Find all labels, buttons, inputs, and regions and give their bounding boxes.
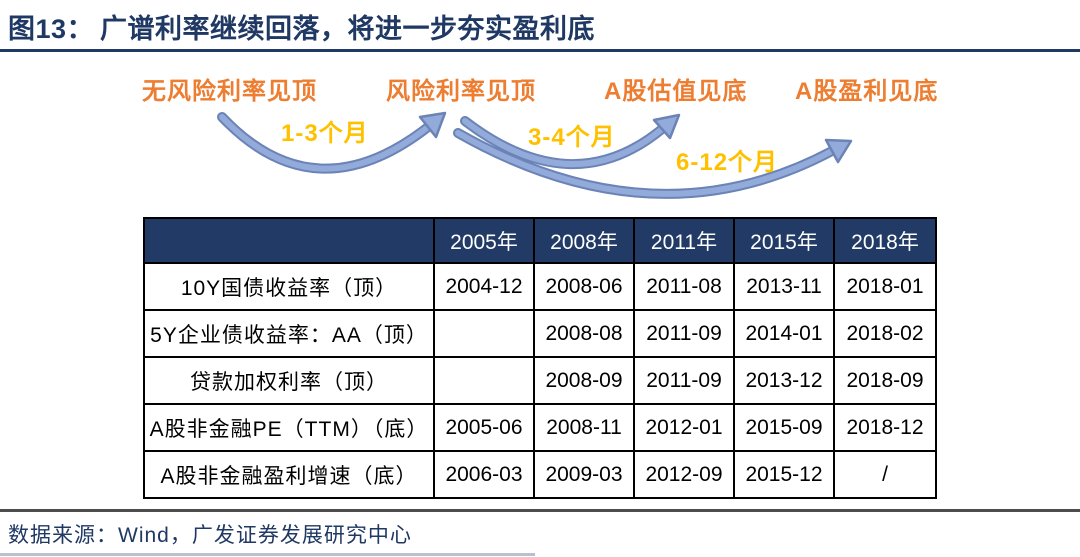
table-cell: 2011-08 [633,262,735,311]
figure-number: 图13： [8,14,95,44]
header-cell-2005: 2005年 [433,217,535,264]
data-source-label: 数据来源： [8,524,118,547]
header-cell-2011: 2011年 [633,217,735,264]
table-cell: 2018-02 [833,309,937,358]
footer-divider [0,509,1080,512]
data-source-line: 数据来源：Wind，广发证券发展研究中心 [8,519,412,549]
header-cell-2018: 2018年 [833,217,937,264]
arrow-label-3-4-months: 3-4个月 [528,124,616,151]
header-cell-2008: 2008年 [533,217,635,264]
rate-cycle-table: 2005年 2008年 2011年 2015年 2018年 10Y国债收益率（顶… [143,217,937,499]
table-cell: 2018-01 [833,262,937,311]
table-row: 10Y国债收益率（顶） 2004-12 2008-06 2011-08 2013… [143,262,937,311]
table-row: 5Y企业债收益率：AA（顶） 2008-08 2011-09 2014-01 2… [143,309,937,358]
curved-arrow-1 [217,111,447,174]
table-cell: 2011-09 [633,309,735,358]
row-label-a-share-earnings-growth: A股非金融盈利增速（底） [143,450,435,499]
table-cell: 2012-01 [633,403,735,452]
table-row: A股非金融PE（TTM）（底） 2005-06 2008-11 2012-01 … [143,403,937,452]
table-cell: 2013-12 [733,356,835,405]
table-cell: 2009-03 [533,450,635,499]
node-risk-rate-peak: 风险利率见顶 [386,78,536,105]
table-cell: 2008-06 [533,262,635,311]
header-cell-empty [143,217,435,264]
table-cell: 2012-09 [633,450,735,499]
cropped-content-artifact [0,553,535,556]
figure-title-text: 广谱利率继续回落，将进一步夯实盈利底 [100,14,596,44]
curved-arrow-2 [460,113,681,169]
curved-arrow-3 [453,128,853,199]
node-a-share-earnings-bottom: A股盈利见底 [795,78,939,105]
table-cell: 2014-01 [733,309,835,358]
table-row: A股非金融盈利增速（底） 2006-03 2009-03 2012-09 201… [143,450,937,499]
arrowhead-1-icon [418,111,447,139]
table-cell: / [833,450,937,499]
table-cell: 2008-09 [533,356,635,405]
table-cell: 2011-09 [633,356,735,405]
figure-title: 图13： 广谱利率继续回落，将进一步夯实盈利底 [8,7,1072,46]
table-cell: 2015-09 [733,403,835,452]
arrow-label-6-12-months: 6-12个月 [676,149,779,176]
rate-cycle-flow-diagram: 无风险利率见顶 风险利率见顶 A股估值见底 A股盈利见底 1-3个月 3-4个月… [0,55,1080,207]
arrowhead-3-icon [824,138,853,164]
table-cell: 2018-12 [833,403,937,452]
title-divider [0,49,1080,52]
arrowhead-2-icon [652,113,681,140]
table-cell: 2008-08 [533,309,635,358]
table-cell: 2013-11 [733,262,835,311]
row-label-10y-treasury: 10Y国债收益率（顶） [143,262,435,311]
table-cell: 2008-11 [533,403,635,452]
table-cell: 2015-12 [733,450,835,499]
table-header-row: 2005年 2008年 2011年 2015年 2018年 [143,217,937,264]
table-cell [433,356,535,405]
node-a-share-valuation-bottom: A股估值见底 [604,78,748,105]
header-cell-2015: 2015年 [733,217,835,264]
node-risk-free-rate-peak: 无风险利率见顶 [142,78,317,105]
arrow-label-1-3-months: 1-3个月 [281,120,369,147]
table-cell: 2006-03 [433,450,535,499]
table-row: 贷款加权利率（顶） 2008-09 2011-09 2013-12 2018-0… [143,356,937,405]
table-cell: 2004-12 [433,262,535,311]
row-label-5y-corporate-bond: 5Y企业债收益率：AA（顶） [143,309,435,358]
table-cell: 2005-06 [433,403,535,452]
row-label-a-share-pe: A股非金融PE（TTM）（底） [143,403,435,452]
data-source-text: Wind，广发证券发展研究中心 [118,524,412,547]
table-cell: 2018-09 [833,356,937,405]
flow-arrows [217,111,853,199]
table-cell [433,309,535,358]
row-label-weighted-loan-rate: 贷款加权利率（顶） [143,356,435,405]
